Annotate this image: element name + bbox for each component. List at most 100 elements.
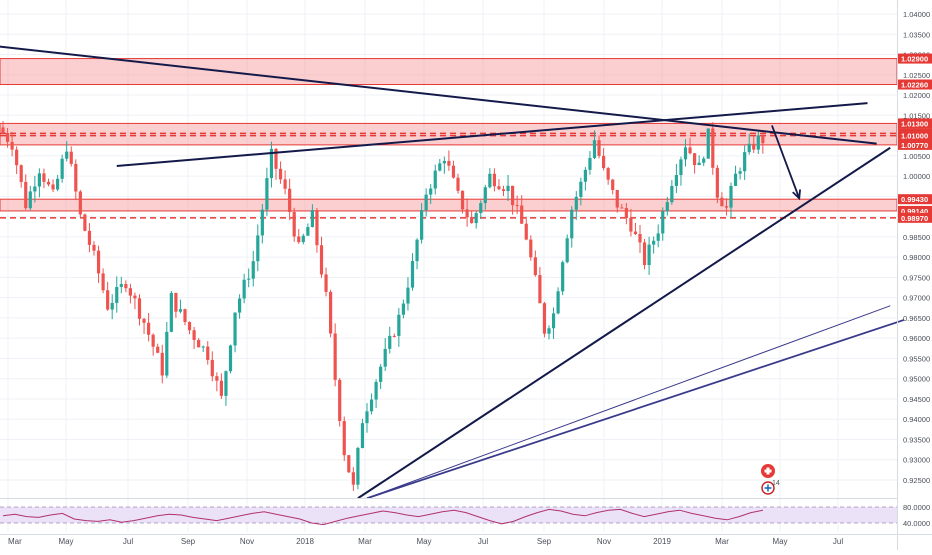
candle <box>556 287 560 315</box>
candle <box>756 131 760 155</box>
candle <box>511 185 515 215</box>
candle <box>602 148 606 171</box>
candle <box>256 224 260 272</box>
candle <box>197 338 201 348</box>
price-tag: 1.01300 <box>898 118 932 129</box>
candle <box>78 189 82 217</box>
y-tick-label: 0.96500 <box>903 314 930 323</box>
candle <box>606 166 610 185</box>
price-tag: 1.02900 <box>898 53 932 64</box>
candle <box>724 198 729 216</box>
candle <box>683 139 688 167</box>
price-tag: 1.00770 <box>898 139 932 150</box>
y-tick-label: 1.01500 <box>903 111 930 120</box>
candle <box>10 131 14 157</box>
candle <box>424 188 428 217</box>
candle <box>479 200 483 220</box>
candle <box>588 150 592 175</box>
trendline-rising-support[interactable] <box>357 146 891 500</box>
candle <box>178 299 183 314</box>
candle <box>442 156 446 174</box>
projection-arrow[interactable] <box>771 125 801 199</box>
candle <box>743 145 747 180</box>
y-tick-label: 0.95500 <box>903 354 930 363</box>
y-tick-label: 0.98500 <box>903 233 930 242</box>
candle <box>392 333 396 338</box>
candle <box>470 211 474 224</box>
candle <box>206 341 210 365</box>
news-badge[interactable]: 14 <box>761 464 780 495</box>
candle <box>460 190 465 214</box>
svg-text:1.01300: 1.01300 <box>901 119 928 128</box>
svg-text:1.01000: 1.01000 <box>901 132 928 141</box>
candle <box>451 160 456 179</box>
trendline-channel-lower[interactable] <box>366 319 905 500</box>
candle <box>356 446 360 490</box>
candle <box>406 277 410 311</box>
candle <box>533 250 537 277</box>
candle <box>752 136 756 153</box>
candle <box>506 174 510 201</box>
candle <box>483 184 487 210</box>
y-tick-label: 1.00500 <box>903 152 930 161</box>
x-tick-label: 2019 <box>653 537 671 546</box>
svg-text:0.99430: 0.99430 <box>901 195 928 204</box>
candle <box>706 128 710 159</box>
y-tick-label: 1.00000 <box>903 172 930 181</box>
candle <box>551 307 556 339</box>
candle <box>652 236 656 254</box>
candle <box>187 321 192 335</box>
candle <box>319 236 324 278</box>
x-tick-label: May <box>772 537 787 546</box>
candle <box>215 372 219 392</box>
candle <box>438 159 442 172</box>
candle <box>729 182 733 218</box>
candle <box>133 292 137 310</box>
trendline-descending[interactable] <box>0 45 877 145</box>
candle <box>183 308 187 326</box>
candle <box>338 378 342 427</box>
y-tick-label: 0.93500 <box>903 435 930 444</box>
candle <box>247 268 251 288</box>
candle <box>624 202 628 225</box>
rsi-tick-label: 80.0000 <box>903 503 930 512</box>
candle <box>347 454 351 473</box>
trendline-rising-resistance[interactable] <box>116 102 868 167</box>
candle <box>269 141 274 188</box>
candle <box>42 168 46 189</box>
candle <box>174 292 178 318</box>
candle <box>96 245 101 283</box>
candle <box>379 364 383 390</box>
candle <box>351 467 355 491</box>
candle <box>1 121 5 135</box>
candle <box>647 236 651 275</box>
trendlines[interactable] <box>0 45 905 500</box>
y-tick-label: 0.93000 <box>903 456 930 465</box>
candle <box>365 403 369 433</box>
y-tick-label: 1.02000 <box>903 91 930 100</box>
trendline-channel-upper[interactable] <box>366 305 891 499</box>
candle <box>83 213 87 232</box>
candle <box>119 276 123 294</box>
candle <box>611 178 615 195</box>
candle <box>69 146 73 167</box>
candle <box>156 343 160 354</box>
price-tag: 0.98970 <box>898 212 932 223</box>
candle <box>638 224 642 253</box>
candle <box>488 168 492 189</box>
candle <box>374 379 378 408</box>
candle <box>747 133 751 155</box>
candle <box>733 165 738 187</box>
svg-text:1.02900: 1.02900 <box>901 55 928 64</box>
candle <box>33 175 37 203</box>
candle <box>615 189 619 213</box>
candlesticks <box>1 121 765 491</box>
candle <box>301 233 305 245</box>
y-tick-label: 0.95000 <box>903 375 930 384</box>
candle <box>579 177 583 206</box>
candle <box>688 137 692 155</box>
events-count: 14 <box>772 480 780 487</box>
